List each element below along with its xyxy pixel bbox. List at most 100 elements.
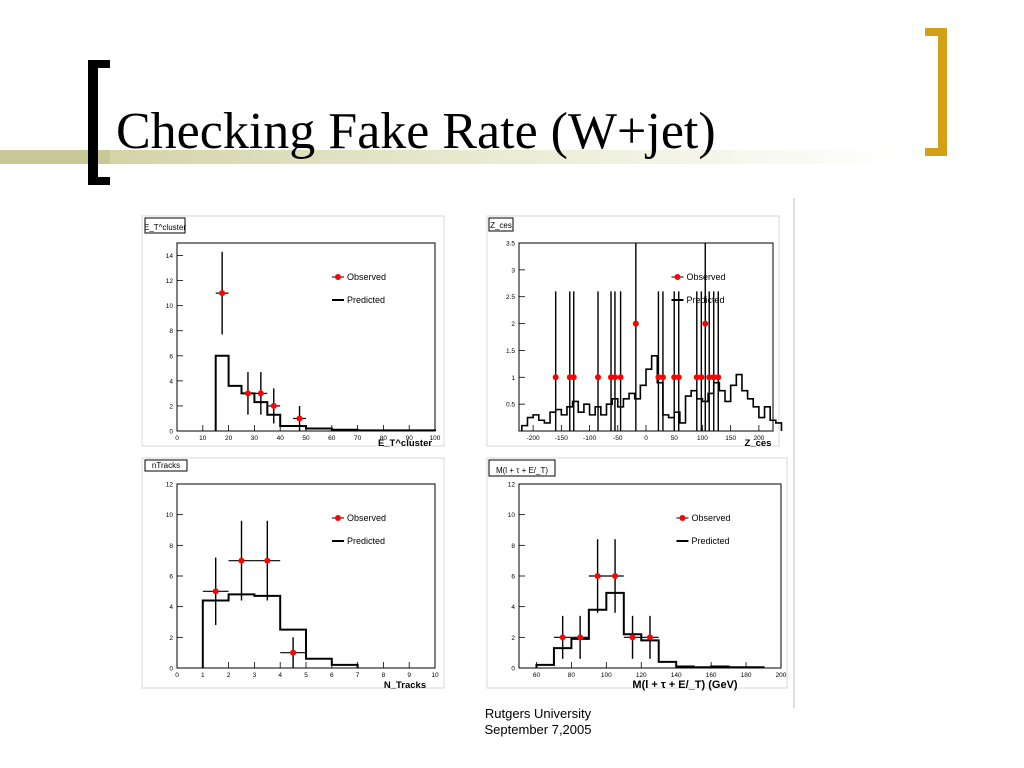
observed-point (611, 374, 618, 381)
predicted-histogram (521, 355, 783, 431)
observed-point (595, 374, 602, 381)
x-tick-label: 200 (753, 435, 764, 442)
y-tick-label: 6 (169, 353, 173, 360)
x-axis-label: N_Tracks (384, 680, 426, 691)
panel-title: nTracks (152, 461, 180, 470)
x-tick-label: 2 (227, 672, 231, 679)
x-tick-label: 6 (330, 672, 334, 679)
observed-point (212, 588, 219, 595)
observed-point (659, 374, 666, 381)
y-tick-label: 10 (166, 303, 174, 310)
x-tick-label: 140 (671, 672, 682, 679)
panel-frame (486, 457, 788, 689)
observed-point (552, 374, 559, 381)
y-tick-label: 12 (166, 278, 174, 285)
predicted-histogram (214, 354, 436, 432)
y-tick-label: 4 (511, 604, 515, 611)
x-tick-label: 160 (706, 672, 717, 679)
legend-observed-marker (334, 515, 341, 521)
panel-frame (486, 215, 780, 447)
legend-observed-marker (334, 274, 341, 280)
left-bracket (88, 60, 110, 185)
x-tick-label: 40 (277, 435, 285, 442)
panel-title: E_T^cluster (144, 223, 186, 232)
y-tick-label: 0 (511, 666, 515, 673)
y-tick-label: 6 (169, 574, 173, 581)
legend-predicted-label: Predicted (691, 536, 729, 546)
observed-point (219, 290, 226, 297)
y-tick-label: 4 (169, 604, 173, 611)
title-accent-bar-fade (110, 150, 900, 164)
x-tick-label: 200 (776, 672, 787, 679)
observed-point (632, 320, 639, 327)
legend-observed-marker (674, 274, 681, 280)
x-tick-label: -100 (583, 435, 596, 442)
x-tick-label: 100 (697, 435, 708, 442)
chart-panel-4: M(l + τ + E/_T) 0 2 4 6 8 10 12 60 80 100 120 140 160… (486, 457, 788, 691)
observed-point (629, 634, 636, 641)
x-tick-label: 20 (225, 435, 233, 442)
panel-title: M(l + τ + E/_T) (496, 466, 548, 475)
slide-title: Checking Fake Rate (W+jet) (116, 103, 716, 160)
observed-point (244, 390, 251, 397)
panel-title-box (144, 217, 186, 234)
y-tick-label: 2 (169, 635, 173, 642)
x-tick-label: 30 (251, 435, 259, 442)
predicted-histogram (535, 591, 765, 669)
legend-predicted-label: Predicted (347, 536, 385, 546)
x-tick-label: 0 (175, 672, 179, 679)
x-tick-label: 10 (199, 435, 207, 442)
x-tick-label: 100 (430, 435, 441, 442)
x-tick-label: 60 (533, 672, 541, 679)
panel-title-box (144, 459, 188, 472)
legend-observed-label: Observed (686, 272, 725, 282)
x-tick-label: 80 (568, 672, 576, 679)
y-tick-label: 8 (169, 543, 173, 550)
y-tick-label: 2 (511, 635, 515, 642)
legend-predicted-label: Predicted (347, 295, 385, 305)
y-tick-label: 2 (511, 321, 515, 328)
legend-observed-label: Observed (347, 272, 386, 282)
x-tick-label: 0 (175, 435, 179, 442)
x-tick-label: 4 (278, 672, 282, 679)
y-tick-label: 8 (511, 543, 515, 550)
x-tick-label: 0 (644, 435, 648, 442)
x-tick-label: 50 (671, 435, 679, 442)
observed-point (675, 374, 682, 381)
observed-point (715, 374, 722, 381)
y-tick-label: 4 (169, 378, 173, 385)
observed-point (710, 374, 717, 381)
y-tick-label: 12 (508, 482, 516, 489)
observed-point (559, 634, 566, 641)
x-axis-label: Z_ces (745, 438, 772, 449)
panel-frame (141, 215, 445, 447)
y-tick-label: 2 (169, 403, 173, 410)
y-tick-label: 3.5 (506, 241, 515, 248)
y-tick-label: 10 (508, 512, 516, 519)
x-tick-label: 9 (407, 672, 411, 679)
x-tick-label: 1 (201, 672, 205, 679)
y-tick-label: 0 (169, 666, 173, 673)
observed-point (257, 390, 264, 397)
x-tick-label: -50 (613, 435, 623, 442)
observed-point (706, 374, 713, 381)
observed-point (693, 374, 700, 381)
panel-title: Z_ces (490, 221, 512, 230)
observed-point (612, 573, 619, 579)
y-tick-label: 2.5 (506, 294, 515, 301)
x-tick-label: 80 (380, 435, 388, 442)
footer: Rutgers University September 7,2005 (468, 706, 608, 738)
observed-point (570, 374, 577, 381)
observed-point (671, 374, 678, 381)
x-tick-label: 7 (356, 672, 360, 679)
observed-point (577, 634, 584, 641)
y-tick-label: 1 (511, 375, 515, 382)
vertical-divider (793, 198, 795, 708)
y-tick-label: 0.5 (506, 402, 515, 409)
observed-point (296, 415, 303, 422)
predicted-histogram (201, 593, 359, 668)
y-tick-label: 10 (166, 512, 174, 519)
x-tick-label: 180 (741, 672, 752, 679)
